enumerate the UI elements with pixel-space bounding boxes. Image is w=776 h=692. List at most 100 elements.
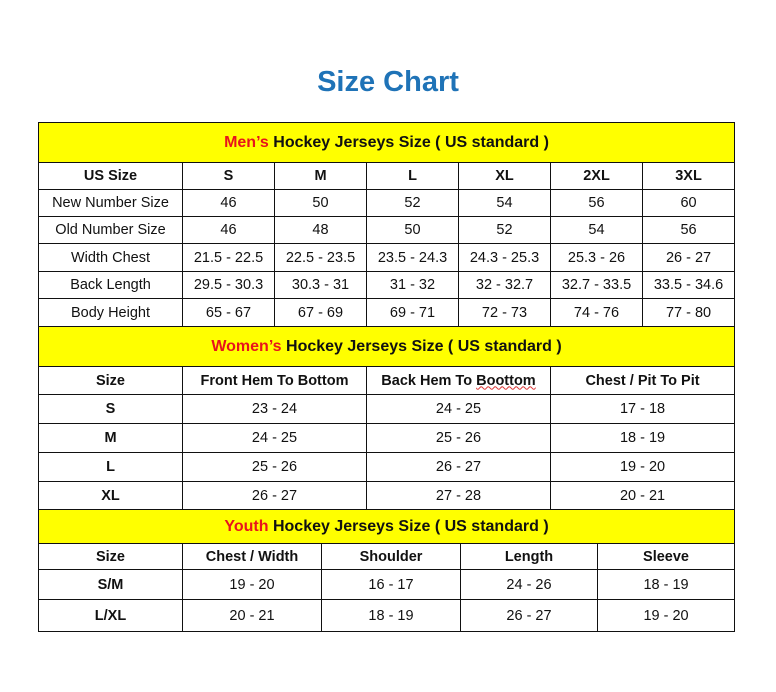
value-cell: 72 - 73: [458, 298, 551, 327]
value-cell: 25 - 26: [366, 423, 551, 453]
value-cell: 19 - 20: [596, 599, 736, 632]
row-label-cell: Back Length: [38, 271, 183, 299]
value-cell: 19 - 20: [549, 452, 736, 482]
row-label-cell: New Number Size: [38, 189, 183, 217]
mens-section-title: Men’s Hockey Jerseys Size ( US standard …: [37, 122, 736, 163]
value-cell: 24 - 25: [366, 394, 551, 424]
value-cell: 56: [641, 216, 736, 244]
header-cell: Front Hem To Bottom: [182, 366, 367, 395]
value-cell: 20 - 21: [549, 481, 736, 511]
header-cell: 2XL: [550, 162, 643, 190]
value-cell: 32.7 - 33.5: [550, 271, 643, 299]
value-cell: 30.3 - 31: [274, 271, 367, 299]
value-cell: 22.5 - 23.5: [274, 243, 367, 272]
value-cell: 24 - 25: [182, 423, 367, 453]
mens-label: Men’s: [224, 133, 269, 151]
value-cell: 17 - 18: [549, 394, 736, 424]
row-label-cell: L: [38, 452, 183, 482]
row-label-cell: M: [38, 423, 183, 453]
value-cell: 25 - 26: [182, 452, 367, 482]
value-cell: 23 - 24: [182, 394, 367, 424]
table-row: Old Number Size 46 48 50 52 54 56: [38, 216, 736, 244]
value-cell: 20 - 21: [182, 599, 322, 632]
header-cell: Sleeve: [596, 543, 736, 570]
table-row: Body Height 65 - 67 67 - 69 69 - 71 72 - 73 7…: [38, 298, 736, 327]
table-row: S/M 19 - 20 16 - 17 24 - 26 18 - 19: [38, 569, 736, 600]
womens-size-table: Women’s Hockey Jerseys Size ( US standar…: [37, 326, 736, 511]
value-cell: 31 - 32: [366, 271, 459, 299]
value-cell: 60: [641, 189, 736, 217]
header-cell: M: [274, 162, 367, 190]
value-cell: 24 - 26: [460, 569, 598, 600]
table-row: US Size S M L XL 2XL 3XL: [38, 162, 736, 190]
header-cell: Size: [38, 543, 183, 570]
value-cell: 26 - 27: [182, 481, 367, 511]
youth-label-rest: Hockey Jerseys Size ( US standard ): [268, 517, 549, 535]
value-cell: 54: [550, 216, 643, 244]
value-cell: 32 - 32.7: [458, 271, 551, 299]
value-cell: 26 - 27: [460, 599, 598, 632]
row-label-cell: Old Number Size: [38, 216, 183, 244]
row-label-cell: Width Chest: [38, 243, 183, 272]
table-row: Back Length 29.5 - 30.3 30.3 - 31 31 - 32 32…: [38, 271, 736, 299]
value-cell: 46: [182, 216, 275, 244]
youth-label: Youth: [224, 517, 269, 535]
value-cell: 29.5 - 30.3: [182, 271, 275, 299]
value-cell: 46: [182, 189, 275, 217]
youth-size-table: Youth Hockey Jerseys Size ( US standard …: [37, 509, 736, 632]
value-cell: 74 - 76: [550, 298, 643, 327]
value-cell: 21.5 - 22.5: [182, 243, 275, 272]
row-label-cell: S/M: [38, 569, 183, 600]
value-cell: 19 - 20: [182, 569, 322, 600]
value-cell: 18 - 19: [596, 569, 736, 600]
value-cell: 25.3 - 26: [550, 243, 643, 272]
header-cell: Chest / Width: [182, 543, 322, 570]
value-cell: 23.5 - 24.3: [366, 243, 459, 272]
table-row: New Number Size 46 50 52 54 56 60: [38, 189, 736, 217]
womens-label-rest: Hockey Jerseys Size ( US standard ): [281, 337, 562, 355]
row-label-cell: XL: [38, 481, 183, 511]
value-cell: 27 - 28: [366, 481, 551, 511]
youth-section-title: Youth Hockey Jerseys Size ( US standard …: [37, 509, 736, 544]
value-cell: 65 - 67: [182, 298, 275, 327]
header-cell: Chest / Pit To Pit: [549, 366, 736, 395]
value-cell: 33.5 - 34.6: [641, 271, 736, 299]
table-row: XL 26 - 27 27 - 28 20 - 21: [38, 481, 736, 511]
header-text-misspelled: Boottom: [476, 372, 536, 389]
table-row: L/XL 20 - 21 18 - 19 26 - 27 19 - 20: [38, 599, 736, 632]
header-cell: S: [182, 162, 275, 190]
value-cell: 50: [274, 189, 367, 217]
value-cell: 26 - 27: [641, 243, 736, 272]
mens-label-rest: Hockey Jerseys Size ( US standard ): [268, 133, 549, 151]
value-cell: 69 - 71: [366, 298, 459, 327]
value-cell: 16 - 17: [321, 569, 461, 600]
row-label-cell: L/XL: [38, 599, 183, 632]
value-cell: 52: [366, 189, 459, 217]
value-cell: 52: [458, 216, 551, 244]
table-row: S 23 - 24 24 - 25 17 - 18: [38, 394, 736, 424]
value-cell: 77 - 80: [641, 298, 736, 327]
value-cell: 67 - 69: [274, 298, 367, 327]
mens-size-table: Men’s Hockey Jerseys Size ( US standard …: [37, 122, 736, 327]
header-cell: XL: [458, 162, 551, 190]
womens-label: Women’s: [211, 337, 282, 355]
header-cell: US Size: [38, 162, 183, 190]
header-text: Back Hem To: [381, 372, 477, 389]
value-cell: 50: [366, 216, 459, 244]
header-cell: Back Hem To Boottom: [366, 366, 551, 395]
table-row: Width Chest 21.5 - 22.5 22.5 - 23.5 23.5 - …: [38, 243, 736, 272]
header-cell: Shoulder: [321, 543, 461, 570]
table-row: Size Chest / Width Shoulder Length Sleeve: [38, 543, 736, 570]
value-cell: 54: [458, 189, 551, 217]
row-label-cell: S: [38, 394, 183, 424]
table-row: L 25 - 26 26 - 27 19 - 20: [38, 452, 736, 482]
value-cell: 18 - 19: [321, 599, 461, 632]
womens-section-title: Women’s Hockey Jerseys Size ( US standar…: [37, 326, 736, 367]
header-cell: 3XL: [641, 162, 736, 190]
table-row: M 24 - 25 25 - 26 18 - 19: [38, 423, 736, 453]
header-cell: L: [366, 162, 459, 190]
value-cell: 18 - 19: [549, 423, 736, 453]
value-cell: 26 - 27: [366, 452, 551, 482]
value-cell: 24.3 - 25.3: [458, 243, 551, 272]
value-cell: 56: [550, 189, 643, 217]
